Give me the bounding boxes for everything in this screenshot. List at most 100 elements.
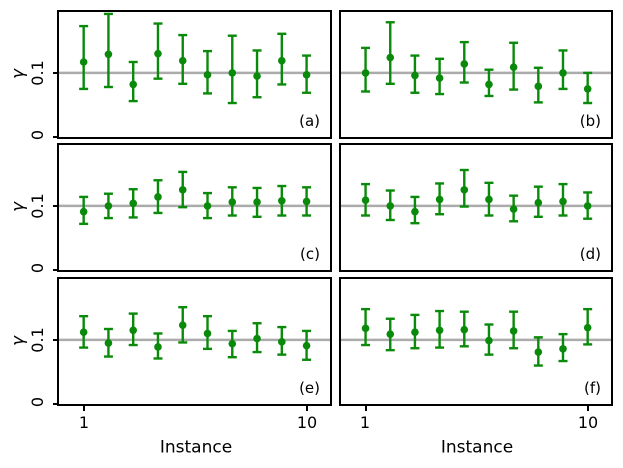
error-bar — [410, 313, 420, 350]
data-point — [228, 69, 237, 77]
x-tickmark — [364, 406, 367, 411]
panel-label-c: (c) — [300, 245, 320, 263]
y-tickmark — [53, 403, 57, 405]
data-point — [104, 50, 113, 59]
error-bar — [533, 66, 543, 104]
data-point — [302, 197, 311, 206]
error-bar — [203, 191, 213, 220]
data-point — [178, 186, 187, 194]
y-axis-label-row1: γ — [8, 68, 29, 80]
errorbar-plot-a — [59, 12, 330, 105]
error-bar — [558, 49, 568, 91]
error-bar — [227, 186, 237, 217]
error-bar — [302, 186, 312, 217]
data-point — [583, 202, 592, 210]
data-point — [485, 336, 493, 345]
data-point — [583, 85, 592, 93]
data-point — [228, 339, 237, 348]
error-bar — [361, 46, 371, 93]
data-point — [509, 205, 518, 213]
data-point — [278, 338, 286, 346]
error-bar — [252, 186, 262, 218]
error-bar — [153, 179, 163, 215]
error-bar — [128, 60, 138, 103]
error-bar — [103, 12, 113, 89]
subplot-e: (e) — [57, 277, 332, 406]
y-tick-0p1-row1: 0.1 — [28, 60, 47, 86]
error-bar — [435, 57, 445, 96]
data-point — [411, 207, 419, 216]
panel-label-e: (e) — [299, 379, 320, 397]
x-tickmark — [586, 406, 589, 411]
error-bar — [79, 314, 89, 349]
error-bar — [277, 32, 287, 86]
y-tickmark — [53, 269, 57, 271]
error-bar — [361, 182, 371, 217]
error-bar — [252, 322, 262, 354]
error-bar — [410, 195, 420, 225]
errorbar-plot-f — [341, 307, 611, 367]
y-tick-0p1-row3: 0.1 — [28, 327, 47, 353]
y-tick-0-row1: 0 — [28, 129, 47, 141]
x-tickmark — [305, 406, 308, 411]
data-point — [278, 56, 286, 65]
error-bar — [302, 329, 312, 361]
data-point — [435, 74, 444, 82]
data-point — [361, 196, 370, 204]
error-bar — [558, 182, 568, 217]
error-bar — [583, 307, 593, 346]
data-point — [129, 80, 137, 89]
y-tick-0p1-row2: 0.1 — [28, 193, 47, 219]
subplot-f: (f) — [339, 277, 613, 406]
error-bar — [533, 336, 543, 367]
data-point — [203, 329, 212, 338]
error-bar — [484, 181, 494, 217]
data-point — [509, 63, 518, 71]
x-axis-label-right: Instance — [440, 437, 514, 458]
subplot-c: (c) — [57, 143, 332, 272]
data-point — [253, 72, 261, 80]
data-point — [253, 334, 261, 343]
error-bar — [583, 191, 593, 220]
error-bar — [509, 41, 519, 91]
error-bar — [227, 329, 237, 359]
errorbar-plot-c — [59, 170, 330, 226]
x-axis-label-left: Instance — [159, 437, 233, 458]
error-bar — [533, 185, 543, 218]
data-point — [485, 80, 493, 89]
data-point — [411, 71, 419, 80]
error-bar — [178, 33, 188, 85]
error-bar — [153, 22, 163, 80]
data-point — [129, 326, 137, 335]
data-point — [104, 202, 113, 210]
data-point — [154, 193, 162, 201]
y-tickmark — [53, 338, 57, 341]
data-point — [534, 82, 543, 91]
data-point — [79, 328, 88, 337]
panel-label-b: (b) — [579, 112, 601, 130]
error-bar — [79, 195, 89, 226]
data-point — [460, 60, 469, 68]
data-point — [228, 198, 237, 206]
data-point — [435, 326, 444, 335]
data-point — [278, 196, 286, 205]
error-bar — [484, 323, 494, 356]
data-point — [361, 324, 370, 333]
error-bar — [277, 184, 287, 217]
data-point — [253, 198, 261, 206]
data-point — [411, 328, 419, 337]
error-bar — [128, 312, 138, 347]
error-bar — [558, 332, 568, 363]
data-point — [435, 195, 444, 204]
data-point — [178, 321, 187, 329]
y-tickmark — [53, 71, 57, 74]
subplot-b: (b) — [339, 10, 613, 139]
data-point — [79, 207, 88, 216]
data-point — [559, 197, 567, 206]
panel-label-f: (f) — [584, 379, 601, 397]
error-bar — [509, 310, 519, 350]
error-bar — [252, 49, 262, 99]
data-point — [104, 339, 113, 347]
data-point — [203, 202, 212, 210]
error-bar — [203, 49, 213, 95]
